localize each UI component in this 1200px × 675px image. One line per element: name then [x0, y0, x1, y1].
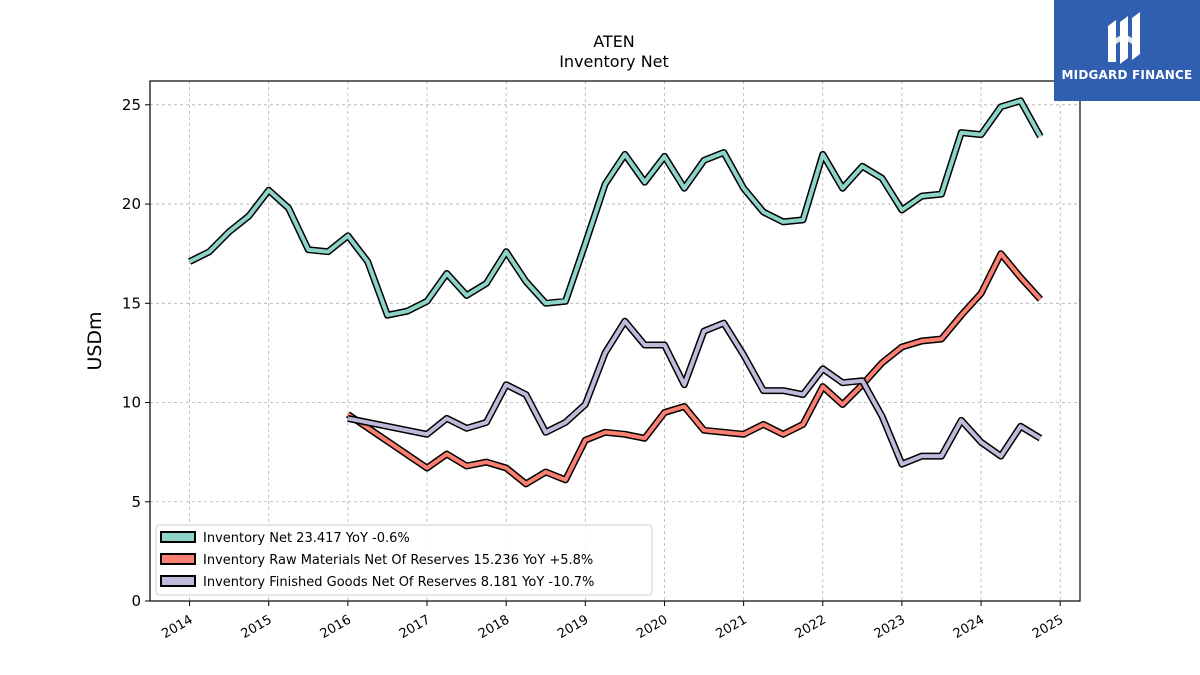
plot-frame: [149, 80, 1081, 602]
y-axis-label: USDm: [84, 311, 106, 370]
x-tick-label: 2016: [318, 612, 354, 642]
y-tick-label: 20: [122, 195, 141, 213]
y-tick-label: 0: [131, 592, 141, 610]
grid: [150, 81, 1080, 601]
legend-swatch: [160, 575, 196, 587]
legend-label: Inventory Net 23.417 YoY -0.6%: [203, 531, 410, 546]
series-layer: [188, 97, 1044, 488]
series-line: [347, 319, 1042, 467]
x-tick-label: 2014: [159, 612, 195, 642]
chart-subtitle: Inventory Net: [559, 52, 669, 71]
series-outline: [188, 97, 1044, 319]
series-2: [347, 317, 1043, 468]
y-tick-label: 5: [131, 493, 141, 511]
y-axis: 0 5 10 15 20 25: [122, 96, 150, 610]
legend-label: Inventory Raw Materials Net Of Reserves …: [203, 553, 593, 568]
legend-label: Inventory Finished Goods Net Of Reserves…: [203, 575, 594, 590]
legend-swatch: [160, 553, 196, 565]
x-tick-label: 2018: [476, 612, 512, 642]
midgard-logo-icon: [1108, 12, 1140, 64]
midgard-finance-logo: MIDGARD FINANCE: [1054, 0, 1200, 101]
x-tick-label: 2015: [239, 612, 275, 642]
series-line: [188, 98, 1043, 318]
x-tick-label: 2023: [872, 612, 908, 642]
logo-text: MIDGARD FINANCE: [1061, 68, 1193, 82]
legend-box: [155, 524, 653, 596]
y-tick-label: 10: [122, 394, 141, 412]
x-axis: 2014 2015 2016 2017 2018 2019 2020 2021 2022 2023…: [159, 601, 1066, 642]
x-tick-label: 2020: [634, 612, 670, 642]
series-1: [345, 250, 1043, 488]
legend: Inventory Net 23.417 YoY -0.6% Inventory …: [155, 524, 653, 596]
x-tick-label: 2025: [1030, 612, 1066, 642]
chart-title: ATEN: [593, 32, 635, 51]
x-tick-label: 2024: [951, 612, 987, 642]
series-0: [188, 97, 1044, 319]
series-line: [346, 251, 1042, 486]
y-tick-label: 25: [122, 96, 141, 114]
legend-swatch: [160, 531, 196, 543]
x-tick-label: 2017: [397, 612, 433, 642]
series-outline: [345, 250, 1043, 488]
x-tick-label: 2022: [793, 612, 829, 642]
x-tick-label: 2019: [555, 612, 591, 642]
x-tick-label: 2021: [713, 612, 749, 642]
y-tick-label: 15: [122, 294, 141, 312]
